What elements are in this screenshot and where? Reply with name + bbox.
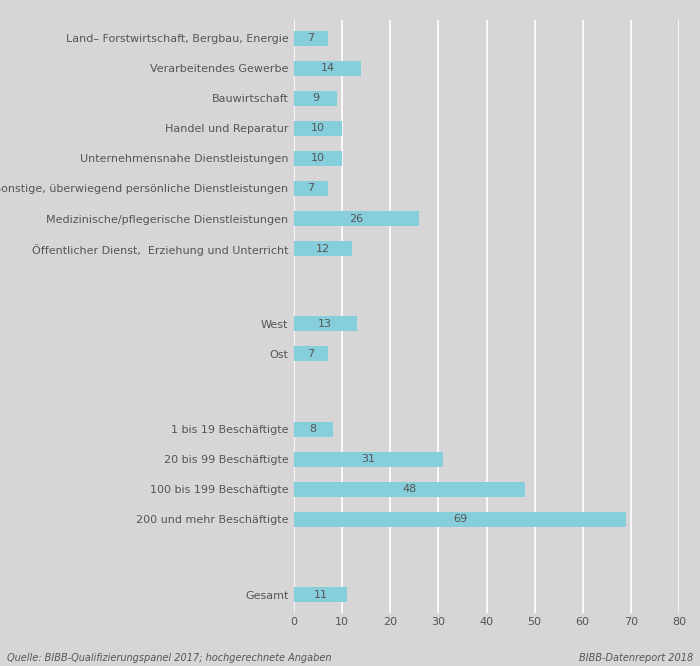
Bar	[294, 346, 328, 362]
Text: Quelle: BIBB-Qualifizierungspanel 2017; hochgerechnete Angaben: Quelle: BIBB-Qualifizierungspanel 2017; …	[7, 653, 332, 663]
Bar	[294, 452, 443, 467]
Bar	[294, 241, 351, 256]
Bar	[294, 211, 419, 226]
Text: 12: 12	[316, 244, 330, 254]
Text: 7: 7	[307, 33, 314, 43]
Bar	[294, 587, 347, 602]
Text: 26: 26	[349, 214, 363, 224]
Text: 9: 9	[312, 93, 319, 103]
Text: 10: 10	[311, 153, 325, 163]
Text: 11: 11	[314, 589, 328, 599]
Bar	[294, 482, 525, 497]
Text: 48: 48	[402, 484, 416, 494]
Bar	[294, 512, 626, 527]
Text: 69: 69	[453, 514, 467, 524]
Bar	[294, 151, 342, 166]
Text: 8: 8	[309, 424, 317, 434]
Bar	[294, 121, 342, 136]
Bar	[294, 316, 356, 332]
Bar	[294, 181, 328, 196]
Text: 31: 31	[362, 454, 376, 464]
Bar	[294, 422, 332, 437]
Text: BIBB-Datenreport 2018: BIBB-Datenreport 2018	[579, 653, 693, 663]
Text: 13: 13	[318, 319, 332, 329]
Bar	[294, 91, 337, 106]
Text: 7: 7	[307, 349, 314, 359]
Bar	[294, 61, 361, 76]
Bar	[294, 31, 328, 45]
Text: 10: 10	[311, 123, 325, 133]
Text: 7: 7	[307, 183, 314, 194]
Text: 14: 14	[321, 63, 335, 73]
